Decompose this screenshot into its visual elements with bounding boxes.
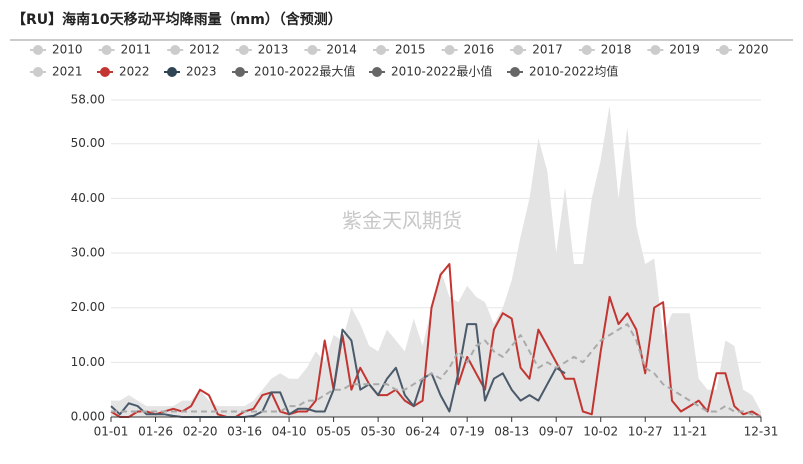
range-area <box>111 105 761 417</box>
y-tick-label: 58.00 <box>71 93 105 107</box>
legend-item[interactable]: 2011 <box>98 43 152 57</box>
legend-item[interactable]: 2020 <box>716 43 769 57</box>
legend-icon <box>510 67 520 77</box>
x-tick-label: 05-05 <box>316 425 351 439</box>
y-tick-label: 20.00 <box>71 300 105 314</box>
legend-icon <box>238 45 249 55</box>
series-line <box>110 263 762 418</box>
legend-label: 2019 <box>669 43 700 57</box>
x-tick-label: 08-13 <box>494 425 529 439</box>
y-tick-label: 40.00 <box>71 191 105 205</box>
legend-item[interactable]: 2010 <box>30 43 83 57</box>
legend-icon <box>170 45 181 55</box>
legend-icon <box>719 45 729 55</box>
legend-item[interactable]: 2021 <box>30 65 83 79</box>
legend-item[interactable]: 2010-2022均值 <box>507 64 618 79</box>
legend-label: 2018 <box>601 43 632 57</box>
legend-icon <box>376 45 386 55</box>
legend-label: 2011 <box>121 43 152 57</box>
legend-item[interactable]: 2016 <box>441 43 495 57</box>
legend-label: 2010-2022均值 <box>529 64 618 79</box>
legend-item[interactable]: 2014 <box>304 43 357 57</box>
legend-icon <box>33 45 43 55</box>
legend-label: 2010 <box>52 43 83 57</box>
chart-title: 【RU】海南10天移动平均降雨量（mm）（含预测） <box>12 11 342 28</box>
x-tick-label: 01-26 <box>138 425 173 439</box>
legend-item[interactable]: 2019 <box>647 43 700 57</box>
legend-icon <box>33 67 43 77</box>
legend-label: 2020 <box>738 43 769 57</box>
x-tick-label: 12-31 <box>744 425 779 439</box>
legend-icon <box>101 45 112 55</box>
legend-icon <box>235 67 245 77</box>
legend-icon <box>167 67 177 77</box>
legend-icon <box>307 45 318 55</box>
legend-label: 2010-2022最小值 <box>391 64 492 79</box>
x-tick-label: 06-24 <box>405 425 440 439</box>
legend-item[interactable]: 2017 <box>510 43 563 57</box>
legend-label: 2014 <box>326 43 357 57</box>
legend-label: 2023 <box>186 65 217 79</box>
x-tick-label: 10-27 <box>628 425 663 439</box>
legend-item[interactable]: 2010-2022最大值 <box>232 64 355 79</box>
x-tick-label: 01-01 <box>94 425 129 439</box>
legend-label: 2013 <box>258 43 289 57</box>
legend-label: 2022 <box>119 65 150 79</box>
legend-item[interactable]: 2022 <box>97 65 150 79</box>
legend-icon <box>581 45 592 55</box>
legend-item[interactable]: 2010-2022最小值 <box>369 64 492 79</box>
x-tick-label: 04-10 <box>272 425 307 439</box>
y-tick-label: 50.00 <box>71 136 105 150</box>
watermark: 紫金天风期货 <box>342 209 462 233</box>
legend-label: 2016 <box>464 43 495 57</box>
legend-icon <box>650 45 661 55</box>
y-tick-label: 0.000 <box>71 410 105 424</box>
legend-label: 2010-2022最大值 <box>254 64 355 79</box>
x-tick-label: 05-30 <box>361 425 396 439</box>
x-tick-label: 02-20 <box>183 425 218 439</box>
legend-icon <box>444 45 455 55</box>
x-tick-label: 09-07 <box>539 425 574 439</box>
y-tick-label: 30.00 <box>71 246 105 260</box>
x-tick-label: 10-02 <box>583 425 618 439</box>
legend-icon <box>100 67 110 77</box>
x-tick-label: 07-19 <box>450 425 485 439</box>
legend-item[interactable]: 2013 <box>235 43 289 57</box>
legend-label: 2015 <box>395 43 426 57</box>
x-tick-label: 11-21 <box>672 425 707 439</box>
legend-item[interactable]: 2012 <box>167 43 220 57</box>
legend-item[interactable]: 2023 <box>164 65 217 79</box>
legend-item[interactable]: 2015 <box>373 43 426 57</box>
legend-label: 2017 <box>532 43 563 57</box>
legend-icon <box>372 67 382 77</box>
x-tick-label: 03-16 <box>227 425 262 439</box>
legend-label: 2021 <box>52 65 83 79</box>
legend-label: 2012 <box>189 43 220 57</box>
legend-item[interactable]: 2018 <box>578 43 632 57</box>
y-tick-label: 10.00 <box>71 355 105 369</box>
legend-icon <box>513 45 524 55</box>
